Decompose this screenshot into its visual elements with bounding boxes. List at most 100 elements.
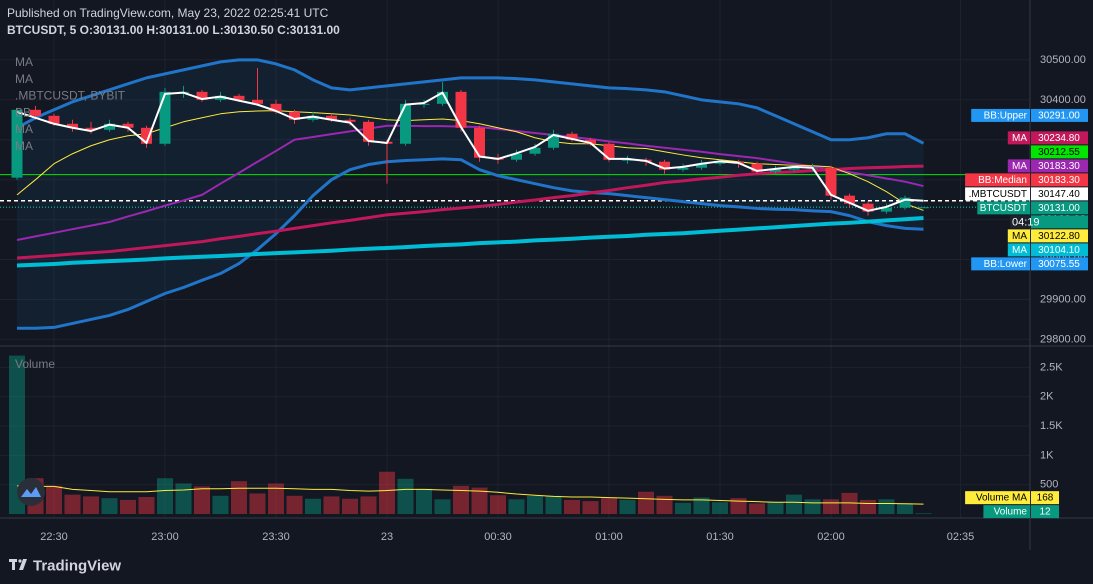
volume-bar <box>712 502 728 514</box>
volume-bar <box>434 499 451 514</box>
price-label-value: 30212.55 <box>1038 147 1080 158</box>
price-label-name: MA <box>1012 245 1027 256</box>
x-tick-label: 01:30 <box>706 531 734 543</box>
x-tick-label: 23 <box>381 531 393 543</box>
x-tick-label: 00:30 <box>484 531 512 543</box>
candle-body <box>511 153 522 160</box>
price-label-name: BTCUSDT <box>980 203 1027 214</box>
volume-label-name: Volume MA <box>976 493 1027 504</box>
price-label-name: MA <box>1012 161 1027 172</box>
volume-label-name-box <box>965 491 1030 505</box>
volume-bar <box>656 495 673 514</box>
candle-body <box>67 123 78 128</box>
candle-body <box>622 159 633 161</box>
x-tick-label: 01:00 <box>595 531 623 543</box>
candle-body <box>30 109 41 116</box>
volume-bar <box>878 499 895 514</box>
volume-bar <box>138 496 155 514</box>
candle-body <box>751 163 763 172</box>
volume-bar <box>120 499 136 514</box>
price-label-value: 30183.30 <box>1038 175 1080 186</box>
price-label-value: 30122.80 <box>1038 231 1080 242</box>
volume-bar <box>471 487 488 514</box>
price-label-name-box <box>1007 131 1030 145</box>
volume-bar <box>101 498 118 514</box>
volume-bar <box>249 493 266 514</box>
price-label-name-box <box>965 187 1030 201</box>
volume-bar <box>804 499 821 514</box>
candle-body <box>289 111 300 120</box>
indicator-line <box>16 91 924 212</box>
volume-bar <box>823 499 839 514</box>
price-label-value: 30234.80 <box>1038 133 1080 144</box>
candle-body <box>474 127 485 158</box>
volume-bar <box>323 496 340 514</box>
volume-bar <box>157 478 173 514</box>
x-tick-label: 02:00 <box>817 531 845 543</box>
price-label-name-box <box>971 108 1030 122</box>
candle-body <box>899 197 911 208</box>
candle-body <box>659 161 670 170</box>
candle-body <box>215 95 226 100</box>
price-label-box <box>1031 108 1088 122</box>
volume-bar <box>693 497 710 514</box>
candle-body <box>566 133 578 140</box>
candle-body <box>104 123 115 130</box>
price-label-box <box>1031 173 1088 187</box>
price-label-box <box>1031 187 1088 201</box>
candle-body <box>11 109 23 178</box>
candle-body <box>548 133 559 148</box>
countdown: 04:19 <box>1012 216 1040 228</box>
volume-bar <box>897 503 913 514</box>
price-label-name: BB:Median <box>978 175 1027 186</box>
candle-body <box>252 99 263 104</box>
volume-bar <box>64 494 81 514</box>
indicator-line <box>16 164 924 260</box>
countdown-box <box>1031 215 1088 229</box>
volume-ma-line <box>16 485 924 505</box>
price-label-box <box>1031 243 1088 257</box>
indicator-legend: .MBTCUSDT, BYBIT <box>15 89 126 103</box>
candle-body <box>418 103 430 105</box>
volume-bar <box>342 498 358 514</box>
volume-bar <box>286 495 303 514</box>
candle-body <box>862 203 874 212</box>
candle-body <box>141 127 152 144</box>
volume-bar <box>860 499 876 514</box>
candle-body <box>714 161 726 164</box>
candle-body <box>363 121 374 142</box>
price-label-box <box>1031 257 1088 271</box>
candle-body <box>196 91 208 100</box>
band-fill <box>17 59 924 329</box>
volume-bar <box>212 495 229 514</box>
candle-body <box>918 207 929 209</box>
volume-label-value: 12 <box>1039 507 1051 518</box>
volume-bar <box>379 471 395 514</box>
candle-body <box>603 143 615 160</box>
volume-bar <box>175 483 192 514</box>
candle-body <box>344 119 356 122</box>
volume-label-value: 168 <box>1037 493 1054 504</box>
volume-bar <box>231 481 247 514</box>
indicator-line <box>16 216 924 268</box>
price-label-name: MA <box>1012 133 1027 144</box>
volume-bar <box>545 495 562 514</box>
footer <box>0 551 1093 584</box>
volume-bar <box>601 498 617 514</box>
volume-bar <box>638 491 654 514</box>
candle-body <box>788 167 800 170</box>
candle-body <box>825 167 837 196</box>
indicator-legend: MA <box>15 72 33 86</box>
price-label-box <box>1031 159 1088 173</box>
logo-badge <box>17 478 45 506</box>
candle-body <box>159 91 171 144</box>
candle-body <box>696 163 707 168</box>
volume-pane <box>9 355 932 514</box>
volume-bar <box>9 355 25 514</box>
volume-tick-label: 1K <box>1040 449 1054 461</box>
watermark-logo <box>9 559 27 570</box>
countdown-box <box>1010 215 1032 229</box>
volume-bar <box>730 498 747 514</box>
y-tick-label: 30500.00 <box>1040 54 1086 66</box>
